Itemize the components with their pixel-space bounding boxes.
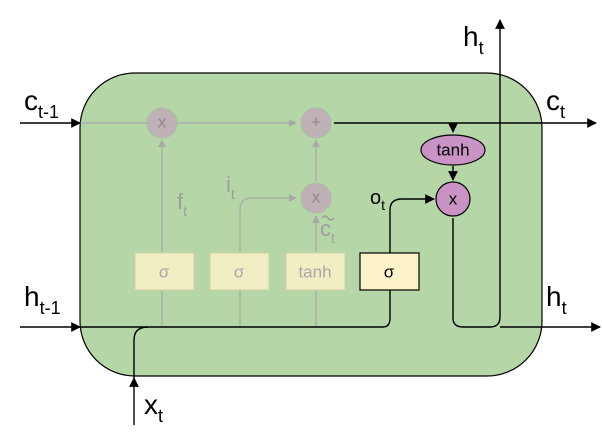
c-out-label: ct [546,85,565,122]
x-in-label: xt [144,389,163,426]
c-prev-label: ct-1 [24,85,59,122]
svg-text:x: x [312,188,321,207]
f-gate-label: ft [177,189,187,219]
main-paths [20,19,601,425]
h-out-top-label: ht [463,21,484,58]
svg-text:x: x [449,190,458,209]
i-gate-label: it [226,172,235,202]
svg-text:σ: σ [384,263,395,282]
h-out-right-label: ht [546,281,567,318]
input-sigma-layer: σ [209,252,270,291]
svg-text:+: + [311,113,321,132]
svg-text:tanh: tanh [436,141,469,160]
svg-text:ct: ct [320,216,335,246]
c-tilde-label: ct [320,215,335,246]
svg-text:σ: σ [159,263,170,282]
o-gate-label: ot [370,187,385,213]
input-multiply-node: x [300,182,332,214]
cell-add-node: + [300,107,332,139]
output-sigma-layer: σ [359,252,420,291]
candidate-tanh-layer: tanh [285,252,346,291]
output-multiply-node: x [435,181,471,217]
forget-multiply-node: x [146,107,178,139]
forget-sigma-layer: σ [134,252,195,291]
cell-tanh-node: tanh [420,134,486,166]
faded-internal-paths [80,119,320,327]
svg-text:x: x [158,113,167,132]
svg-text:tanh: tanh [298,263,331,282]
svg-text:σ: σ [234,263,245,282]
h-prev-label: ht-1 [24,281,61,318]
